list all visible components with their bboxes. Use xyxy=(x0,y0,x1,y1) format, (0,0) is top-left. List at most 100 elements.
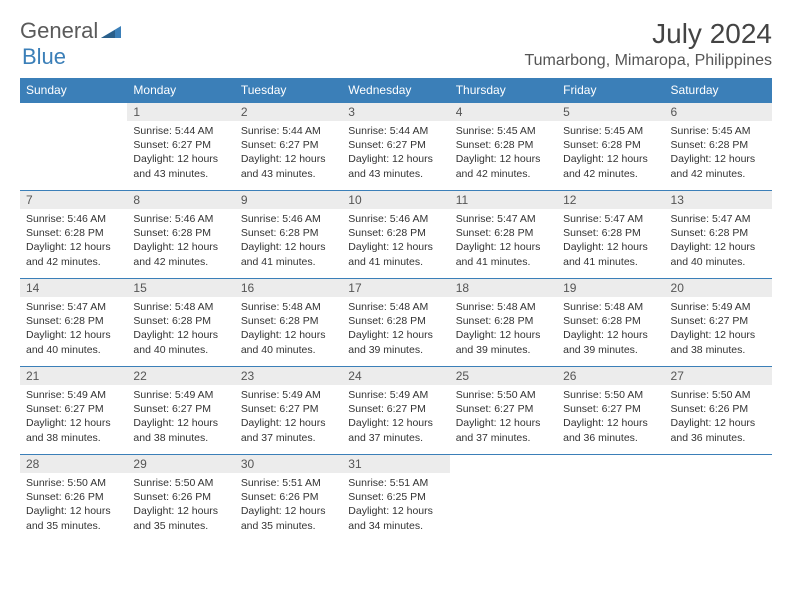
calendar-row: 7Sunrise: 5:46 AMSunset: 6:28 PMDaylight… xyxy=(20,191,772,279)
calendar-body: 1Sunrise: 5:44 AMSunset: 6:27 PMDaylight… xyxy=(20,103,772,543)
day-content: Sunrise: 5:45 AMSunset: 6:28 PMDaylight:… xyxy=(665,121,772,185)
logo-triangle-icon xyxy=(101,22,121,43)
logo: General xyxy=(20,18,123,44)
day-content: Sunrise: 5:47 AMSunset: 6:28 PMDaylight:… xyxy=(450,209,557,273)
calendar-cell: 25Sunrise: 5:50 AMSunset: 6:27 PMDayligh… xyxy=(450,367,557,455)
day-content: Sunrise: 5:48 AMSunset: 6:28 PMDaylight:… xyxy=(235,297,342,361)
day-number: 29 xyxy=(127,455,234,473)
calendar-cell-empty xyxy=(557,455,664,543)
calendar-cell-empty xyxy=(450,455,557,543)
day-content: Sunrise: 5:49 AMSunset: 6:27 PMDaylight:… xyxy=(235,385,342,449)
calendar-cell-empty xyxy=(665,455,772,543)
day-content: Sunrise: 5:48 AMSunset: 6:28 PMDaylight:… xyxy=(557,297,664,361)
day-content: Sunrise: 5:44 AMSunset: 6:27 PMDaylight:… xyxy=(342,121,449,185)
day-number: 5 xyxy=(557,103,664,121)
weekday-header: Thursday xyxy=(450,78,557,103)
day-number: 1 xyxy=(127,103,234,121)
calendar-row: 21Sunrise: 5:49 AMSunset: 6:27 PMDayligh… xyxy=(20,367,772,455)
day-content: Sunrise: 5:46 AMSunset: 6:28 PMDaylight:… xyxy=(342,209,449,273)
calendar-cell: 12Sunrise: 5:47 AMSunset: 6:28 PMDayligh… xyxy=(557,191,664,279)
day-number: 26 xyxy=(557,367,664,385)
day-content: Sunrise: 5:45 AMSunset: 6:28 PMDaylight:… xyxy=(450,121,557,185)
day-content: Sunrise: 5:49 AMSunset: 6:27 PMDaylight:… xyxy=(665,297,772,361)
day-number: 27 xyxy=(665,367,772,385)
day-number: 17 xyxy=(342,279,449,297)
header: General July 2024 Tumarbong, Mimaropa, P… xyxy=(20,18,772,70)
day-content: Sunrise: 5:47 AMSunset: 6:28 PMDaylight:… xyxy=(557,209,664,273)
day-content: Sunrise: 5:49 AMSunset: 6:27 PMDaylight:… xyxy=(20,385,127,449)
day-content: Sunrise: 5:49 AMSunset: 6:27 PMDaylight:… xyxy=(127,385,234,449)
day-number: 24 xyxy=(342,367,449,385)
day-content: Sunrise: 5:46 AMSunset: 6:28 PMDaylight:… xyxy=(20,209,127,273)
calendar-cell: 6Sunrise: 5:45 AMSunset: 6:28 PMDaylight… xyxy=(665,103,772,191)
day-number: 25 xyxy=(450,367,557,385)
calendar-cell: 30Sunrise: 5:51 AMSunset: 6:26 PMDayligh… xyxy=(235,455,342,543)
day-number: 28 xyxy=(20,455,127,473)
calendar-cell: 21Sunrise: 5:49 AMSunset: 6:27 PMDayligh… xyxy=(20,367,127,455)
calendar-cell: 4Sunrise: 5:45 AMSunset: 6:28 PMDaylight… xyxy=(450,103,557,191)
day-number: 4 xyxy=(450,103,557,121)
day-number: 9 xyxy=(235,191,342,209)
day-number: 16 xyxy=(235,279,342,297)
day-number: 23 xyxy=(235,367,342,385)
day-number: 20 xyxy=(665,279,772,297)
day-number: 11 xyxy=(450,191,557,209)
day-number: 21 xyxy=(20,367,127,385)
calendar-cell: 10Sunrise: 5:46 AMSunset: 6:28 PMDayligh… xyxy=(342,191,449,279)
calendar-cell: 22Sunrise: 5:49 AMSunset: 6:27 PMDayligh… xyxy=(127,367,234,455)
calendar-cell: 11Sunrise: 5:47 AMSunset: 6:28 PMDayligh… xyxy=(450,191,557,279)
day-number: 3 xyxy=(342,103,449,121)
calendar-cell: 19Sunrise: 5:48 AMSunset: 6:28 PMDayligh… xyxy=(557,279,664,367)
calendar-cell: 29Sunrise: 5:50 AMSunset: 6:26 PMDayligh… xyxy=(127,455,234,543)
day-number: 6 xyxy=(665,103,772,121)
calendar-row: 28Sunrise: 5:50 AMSunset: 6:26 PMDayligh… xyxy=(20,455,772,543)
calendar-cell: 31Sunrise: 5:51 AMSunset: 6:25 PMDayligh… xyxy=(342,455,449,543)
weekday-header: Sunday xyxy=(20,78,127,103)
calendar-cell-empty xyxy=(20,103,127,191)
weekday-header: Friday xyxy=(557,78,664,103)
day-number: 31 xyxy=(342,455,449,473)
day-content: Sunrise: 5:50 AMSunset: 6:27 PMDaylight:… xyxy=(450,385,557,449)
day-content: Sunrise: 5:49 AMSunset: 6:27 PMDaylight:… xyxy=(342,385,449,449)
calendar-cell: 13Sunrise: 5:47 AMSunset: 6:28 PMDayligh… xyxy=(665,191,772,279)
calendar-cell: 14Sunrise: 5:47 AMSunset: 6:28 PMDayligh… xyxy=(20,279,127,367)
calendar-cell: 3Sunrise: 5:44 AMSunset: 6:27 PMDaylight… xyxy=(342,103,449,191)
calendar-row: 14Sunrise: 5:47 AMSunset: 6:28 PMDayligh… xyxy=(20,279,772,367)
logo-blue-wrap: Blue xyxy=(22,44,66,70)
month-title: July 2024 xyxy=(524,18,772,50)
calendar-cell: 5Sunrise: 5:45 AMSunset: 6:28 PMDaylight… xyxy=(557,103,664,191)
day-number: 12 xyxy=(557,191,664,209)
calendar-cell: 23Sunrise: 5:49 AMSunset: 6:27 PMDayligh… xyxy=(235,367,342,455)
calendar-head: SundayMondayTuesdayWednesdayThursdayFrid… xyxy=(20,78,772,103)
calendar-cell: 20Sunrise: 5:49 AMSunset: 6:27 PMDayligh… xyxy=(665,279,772,367)
day-content: Sunrise: 5:44 AMSunset: 6:27 PMDaylight:… xyxy=(127,121,234,185)
day-content: Sunrise: 5:46 AMSunset: 6:28 PMDaylight:… xyxy=(235,209,342,273)
day-content: Sunrise: 5:45 AMSunset: 6:28 PMDaylight:… xyxy=(557,121,664,185)
calendar-cell: 28Sunrise: 5:50 AMSunset: 6:26 PMDayligh… xyxy=(20,455,127,543)
day-number: 15 xyxy=(127,279,234,297)
day-content: Sunrise: 5:51 AMSunset: 6:26 PMDaylight:… xyxy=(235,473,342,537)
calendar-cell: 7Sunrise: 5:46 AMSunset: 6:28 PMDaylight… xyxy=(20,191,127,279)
day-number: 7 xyxy=(20,191,127,209)
calendar-cell: 27Sunrise: 5:50 AMSunset: 6:26 PMDayligh… xyxy=(665,367,772,455)
weekday-header: Tuesday xyxy=(235,78,342,103)
title-block: July 2024 Tumarbong, Mimaropa, Philippin… xyxy=(524,18,772,70)
calendar-cell: 18Sunrise: 5:48 AMSunset: 6:28 PMDayligh… xyxy=(450,279,557,367)
day-content: Sunrise: 5:50 AMSunset: 6:26 PMDaylight:… xyxy=(20,473,127,537)
day-number: 10 xyxy=(342,191,449,209)
weekday-header: Wednesday xyxy=(342,78,449,103)
calendar-row: 1Sunrise: 5:44 AMSunset: 6:27 PMDaylight… xyxy=(20,103,772,191)
day-number: 19 xyxy=(557,279,664,297)
calendar-cell: 24Sunrise: 5:49 AMSunset: 6:27 PMDayligh… xyxy=(342,367,449,455)
day-number: 14 xyxy=(20,279,127,297)
day-content: Sunrise: 5:50 AMSunset: 6:26 PMDaylight:… xyxy=(127,473,234,537)
calendar-cell: 16Sunrise: 5:48 AMSunset: 6:28 PMDayligh… xyxy=(235,279,342,367)
day-content: Sunrise: 5:48 AMSunset: 6:28 PMDaylight:… xyxy=(450,297,557,361)
day-number: 22 xyxy=(127,367,234,385)
day-content: Sunrise: 5:46 AMSunset: 6:28 PMDaylight:… xyxy=(127,209,234,273)
calendar-cell: 15Sunrise: 5:48 AMSunset: 6:28 PMDayligh… xyxy=(127,279,234,367)
location: Tumarbong, Mimaropa, Philippines xyxy=(524,52,772,70)
day-number: 2 xyxy=(235,103,342,121)
day-content: Sunrise: 5:48 AMSunset: 6:28 PMDaylight:… xyxy=(127,297,234,361)
day-content: Sunrise: 5:47 AMSunset: 6:28 PMDaylight:… xyxy=(665,209,772,273)
